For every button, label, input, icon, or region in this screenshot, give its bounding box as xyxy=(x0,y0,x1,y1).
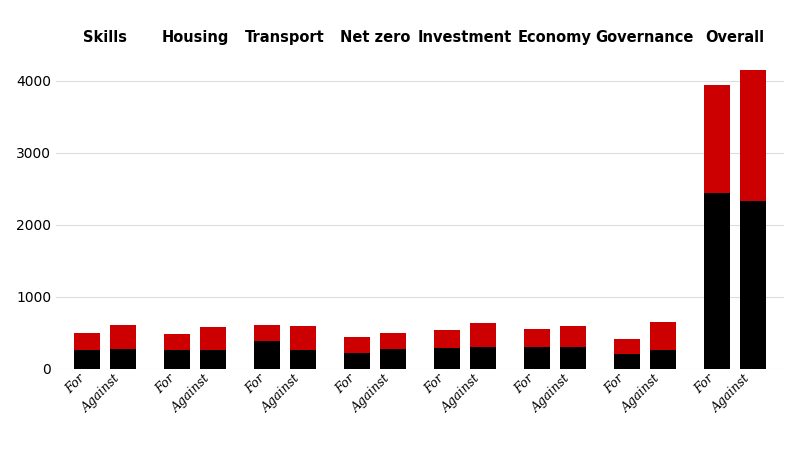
Bar xyxy=(470,323,496,347)
Bar xyxy=(704,193,730,369)
Bar xyxy=(650,350,676,369)
Bar xyxy=(524,329,550,346)
Bar xyxy=(560,326,586,347)
Bar xyxy=(344,337,370,353)
Text: Housing: Housing xyxy=(162,30,229,45)
Bar xyxy=(254,341,280,369)
Bar xyxy=(74,333,100,350)
Bar xyxy=(740,201,766,369)
Bar xyxy=(704,85,730,193)
Bar xyxy=(110,349,136,369)
Bar xyxy=(434,348,460,369)
Bar xyxy=(290,326,316,350)
Bar xyxy=(470,347,496,369)
Bar xyxy=(380,333,406,349)
Bar xyxy=(614,339,640,354)
Bar xyxy=(200,327,226,350)
Bar xyxy=(200,350,226,369)
Text: Skills: Skills xyxy=(83,30,127,45)
Bar xyxy=(164,334,190,350)
Bar xyxy=(434,330,460,348)
Bar xyxy=(650,322,676,350)
Text: Overall: Overall xyxy=(706,30,765,45)
Bar xyxy=(254,325,280,341)
Text: Governance: Governance xyxy=(596,30,694,45)
Bar xyxy=(614,354,640,369)
Bar xyxy=(524,346,550,369)
Bar xyxy=(740,70,766,201)
Bar xyxy=(164,350,190,369)
Text: Net zero: Net zero xyxy=(340,30,410,45)
Bar xyxy=(560,347,586,369)
Bar xyxy=(344,353,370,369)
Bar xyxy=(380,349,406,369)
Text: Transport: Transport xyxy=(245,30,325,45)
Bar xyxy=(110,325,136,349)
Text: Investment: Investment xyxy=(418,30,512,45)
Bar xyxy=(290,350,316,369)
Text: Economy: Economy xyxy=(518,30,592,45)
Bar xyxy=(74,350,100,369)
